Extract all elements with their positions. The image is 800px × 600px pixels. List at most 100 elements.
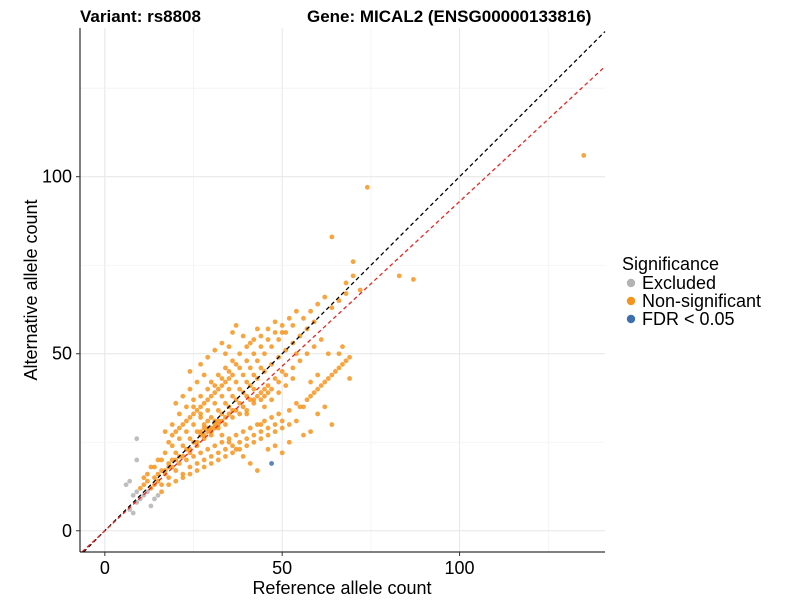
data-point bbox=[180, 443, 186, 449]
data-point bbox=[251, 386, 257, 392]
data-point bbox=[308, 393, 313, 399]
data-point bbox=[205, 418, 211, 424]
data-point bbox=[155, 492, 161, 498]
data-point bbox=[212, 347, 218, 353]
data-point bbox=[286, 315, 292, 321]
data-point bbox=[269, 415, 274, 420]
data-point bbox=[180, 454, 186, 459]
data-point bbox=[272, 376, 278, 381]
data-point bbox=[233, 361, 239, 367]
y-tick-label: 100 bbox=[42, 167, 72, 187]
data-point bbox=[166, 461, 172, 466]
data-point bbox=[191, 411, 196, 417]
data-point bbox=[230, 393, 235, 399]
data-point bbox=[315, 301, 321, 307]
data-point bbox=[244, 379, 250, 385]
data-point bbox=[187, 450, 193, 456]
data-point bbox=[272, 443, 278, 449]
data-point bbox=[333, 369, 338, 374]
data-point bbox=[336, 298, 342, 304]
data-point bbox=[325, 351, 331, 357]
x-axis-title: Reference allele count bbox=[252, 578, 431, 598]
data-point bbox=[336, 351, 342, 357]
data-point bbox=[230, 443, 235, 449]
data-point bbox=[343, 291, 349, 296]
reference-lines bbox=[81, 31, 606, 553]
data-point bbox=[240, 429, 246, 435]
data-point bbox=[198, 450, 204, 456]
data-point bbox=[194, 461, 200, 466]
data-point bbox=[187, 369, 193, 374]
data-point bbox=[322, 404, 328, 410]
data-point bbox=[215, 386, 221, 392]
data-point bbox=[350, 259, 356, 265]
data-point bbox=[137, 485, 143, 491]
data-point bbox=[194, 429, 200, 435]
data-point bbox=[169, 443, 175, 449]
data-point bbox=[258, 429, 264, 435]
data-point bbox=[208, 454, 214, 459]
data-point bbox=[237, 386, 243, 392]
data-point bbox=[247, 425, 253, 431]
data-point bbox=[187, 471, 193, 477]
data-point bbox=[297, 404, 303, 410]
data-point bbox=[276, 411, 282, 417]
data-point bbox=[208, 432, 214, 438]
data-point bbox=[176, 461, 182, 466]
data-point bbox=[141, 475, 147, 481]
data-point bbox=[223, 365, 228, 371]
data-point bbox=[205, 446, 211, 452]
data-point bbox=[329, 422, 335, 427]
data-point bbox=[286, 439, 292, 445]
data-point bbox=[198, 393, 204, 399]
data-point bbox=[166, 439, 172, 445]
data-point bbox=[237, 446, 243, 452]
legend: Significance ExcludedNon-significantFDR … bbox=[622, 254, 761, 329]
reference-line-fit bbox=[81, 66, 606, 553]
data-point bbox=[152, 496, 157, 502]
data-point bbox=[258, 333, 264, 339]
y-tick-label: 0 bbox=[62, 521, 72, 541]
data-point bbox=[201, 400, 207, 406]
data-point bbox=[184, 457, 189, 463]
data-point bbox=[258, 344, 264, 350]
data-point bbox=[233, 432, 239, 438]
data-point bbox=[169, 422, 175, 427]
data-point bbox=[127, 478, 133, 484]
data-point bbox=[283, 330, 289, 335]
data-point bbox=[187, 415, 193, 420]
data-point bbox=[230, 330, 235, 335]
data-point bbox=[215, 372, 221, 378]
data-point bbox=[304, 397, 310, 403]
data-point bbox=[297, 358, 303, 364]
data-point bbox=[279, 450, 285, 456]
data-point bbox=[226, 344, 232, 350]
data-point bbox=[318, 383, 324, 388]
data-point bbox=[184, 429, 189, 435]
data-point bbox=[208, 425, 214, 431]
data-point bbox=[219, 432, 225, 438]
data-point bbox=[343, 280, 349, 286]
data-point bbox=[173, 468, 179, 473]
data-point bbox=[251, 432, 257, 438]
data-point bbox=[340, 361, 345, 367]
data-point bbox=[304, 351, 310, 357]
data-point bbox=[152, 464, 157, 470]
data-point bbox=[315, 372, 321, 378]
data-point bbox=[244, 344, 250, 350]
chart-title-gene: Gene: MICAL2 (ENSG00000133816) bbox=[307, 7, 591, 26]
data-point bbox=[144, 478, 150, 484]
data-point bbox=[272, 330, 278, 335]
data-point bbox=[208, 415, 214, 420]
legend-key bbox=[626, 296, 636, 306]
data-point bbox=[329, 372, 335, 378]
data-point bbox=[191, 454, 196, 459]
data-point bbox=[180, 422, 186, 427]
data-point bbox=[137, 496, 143, 502]
data-point bbox=[247, 365, 253, 371]
data-point bbox=[166, 482, 172, 488]
tick-labels: 0 50 100 0 50 100 bbox=[42, 167, 475, 578]
data-point bbox=[237, 365, 243, 371]
data-point bbox=[208, 461, 214, 466]
data-point bbox=[212, 400, 218, 406]
